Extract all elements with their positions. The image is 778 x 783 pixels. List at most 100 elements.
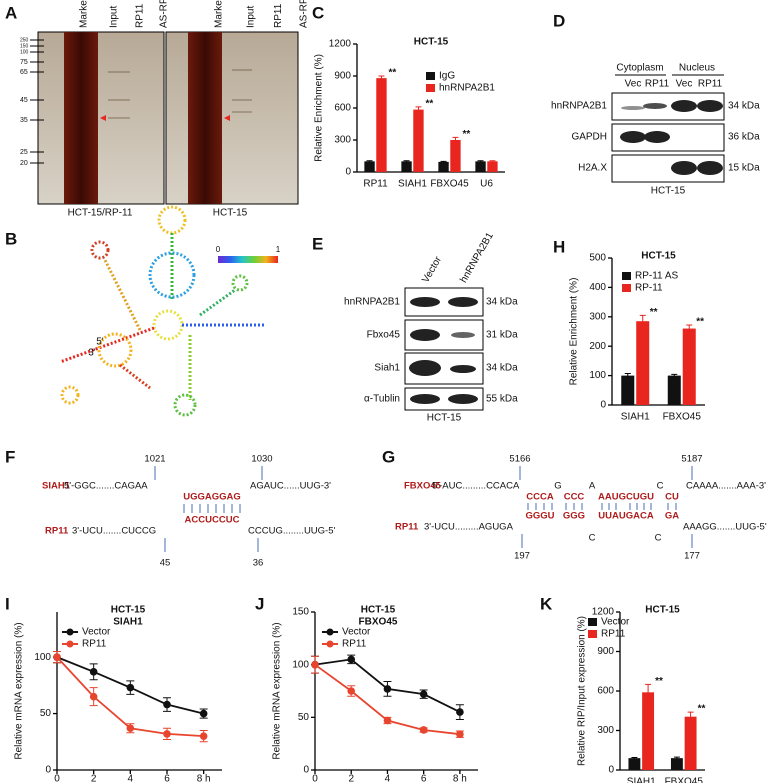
size-label: 36 kDa — [728, 132, 760, 143]
y-tick-label: 600 — [334, 103, 351, 114]
size-marker: 100 — [20, 49, 29, 55]
legend-swatch — [588, 630, 597, 638]
y-axis-label: Relative mRNA expression (%) — [272, 622, 283, 759]
point — [383, 716, 392, 725]
error-bar — [687, 711, 694, 722]
bar — [376, 78, 387, 172]
sequence: RP11 — [45, 526, 69, 537]
legend-label: RP11 — [82, 639, 107, 650]
legend-swatch — [426, 84, 435, 92]
panel-d — [611, 92, 725, 183]
caption: HCT-15 — [651, 186, 686, 197]
point — [89, 668, 98, 676]
sequence: 5'-AUC.........CCACA — [432, 481, 520, 492]
sequence: 5'-GGC.......CAGAA — [64, 481, 148, 492]
error-bar — [440, 160, 447, 163]
error-bar — [686, 324, 693, 333]
size-marker: 20 — [20, 160, 28, 167]
label: 1 — [276, 245, 281, 254]
size-marker: 35 — [20, 117, 28, 124]
y-tick-label: 100 — [34, 652, 51, 663]
y-tick-label: 0 — [608, 765, 614, 776]
sequence: UUAUGACA — [598, 511, 654, 522]
x-tick-label: FBXO45 — [430, 179, 469, 190]
group-label: Nucleus — [679, 63, 715, 74]
y-axis-label: Relative Enrichment (%) — [314, 54, 325, 162]
sequence: C — [589, 533, 596, 544]
legend-label: RP-11 AS — [635, 271, 678, 282]
sequence: CU — [665, 492, 679, 503]
panel-letter: F — [5, 447, 15, 466]
sequence: ACCUCCUC — [185, 515, 240, 526]
panel-letter: K — [540, 594, 553, 613]
sequence: 197 — [514, 551, 530, 562]
error-bar — [631, 756, 638, 759]
point — [456, 730, 464, 738]
legend-swatch — [622, 284, 631, 292]
y-tick-label: 900 — [334, 71, 351, 82]
lane-label: Marker — [79, 0, 90, 28]
sequence: 3'-UCU.......CUCCG — [72, 526, 156, 537]
size-marker: 75 — [20, 59, 28, 66]
legend-label: Vector — [342, 627, 371, 638]
legend-label: RP11 — [601, 629, 626, 640]
y-axis-label: Relative RIP/Input expression (%) — [577, 616, 588, 766]
error-bar — [366, 160, 373, 162]
bar — [487, 161, 498, 172]
point — [126, 724, 135, 733]
point — [419, 726, 428, 734]
sequence: AGAUC......UUG-3' — [250, 481, 331, 492]
legend-marker — [326, 640, 334, 648]
significance: ** — [650, 307, 658, 318]
size-label: 34 kDa — [728, 101, 760, 112]
y-tick-label: 0 — [303, 765, 309, 776]
gel-lane — [64, 32, 98, 204]
lane-label: RP11 — [135, 3, 146, 28]
error-bar — [378, 75, 385, 81]
error-bar — [477, 160, 484, 162]
point — [199, 709, 208, 718]
chart-subtitle: FBXO45 — [359, 617, 398, 628]
y-axis-label: Relative mRNA expression (%) — [14, 622, 25, 759]
bar — [682, 328, 696, 405]
point — [53, 653, 61, 661]
protein-label: H2A.X — [578, 163, 607, 174]
y-tick-label: 400 — [589, 282, 606, 293]
size-label: 15 kDa — [728, 163, 760, 174]
size-label: 34 kDa — [486, 363, 518, 374]
sequence: AAUGCUGU — [598, 492, 654, 503]
lane-label: Vec — [676, 79, 693, 90]
label: 3' — [88, 348, 96, 359]
sequence: A — [589, 481, 596, 492]
bar — [636, 321, 650, 405]
x-tick-label: 4 — [128, 774, 134, 783]
x-tick-label: RP11 — [363, 179, 388, 190]
bar — [621, 375, 635, 405]
legend-marker — [66, 640, 74, 648]
legend-marker — [326, 628, 334, 636]
lane-label: Input — [109, 6, 120, 28]
sequence: FBXO45 — [404, 481, 442, 492]
sequence: AAAGG.......UUG-5' — [683, 522, 767, 533]
y-tick-label: 100 — [589, 370, 606, 381]
bar — [667, 375, 681, 405]
chart-subtitle: SIAH1 — [113, 617, 143, 628]
panel-a — [37, 31, 299, 205]
legend-label: Vector — [82, 627, 111, 638]
lane-label: RP11 — [698, 79, 723, 90]
error-bar — [673, 756, 680, 760]
bar — [684, 716, 697, 770]
bar — [628, 758, 641, 770]
x-tick-label: 4 — [385, 774, 391, 783]
label: 5' — [96, 337, 104, 348]
chart-title: HCT-15 — [645, 605, 680, 616]
panel-letter: G — [382, 447, 395, 466]
size-marker: 150 — [20, 43, 29, 49]
lane-label: Vector — [420, 254, 444, 285]
chart-title: HCT-15 — [111, 605, 146, 616]
y-tick-label: 600 — [597, 686, 614, 697]
y-tick-label: 300 — [589, 311, 606, 322]
error-bar — [415, 106, 422, 113]
legend-label: Vector — [601, 617, 630, 628]
